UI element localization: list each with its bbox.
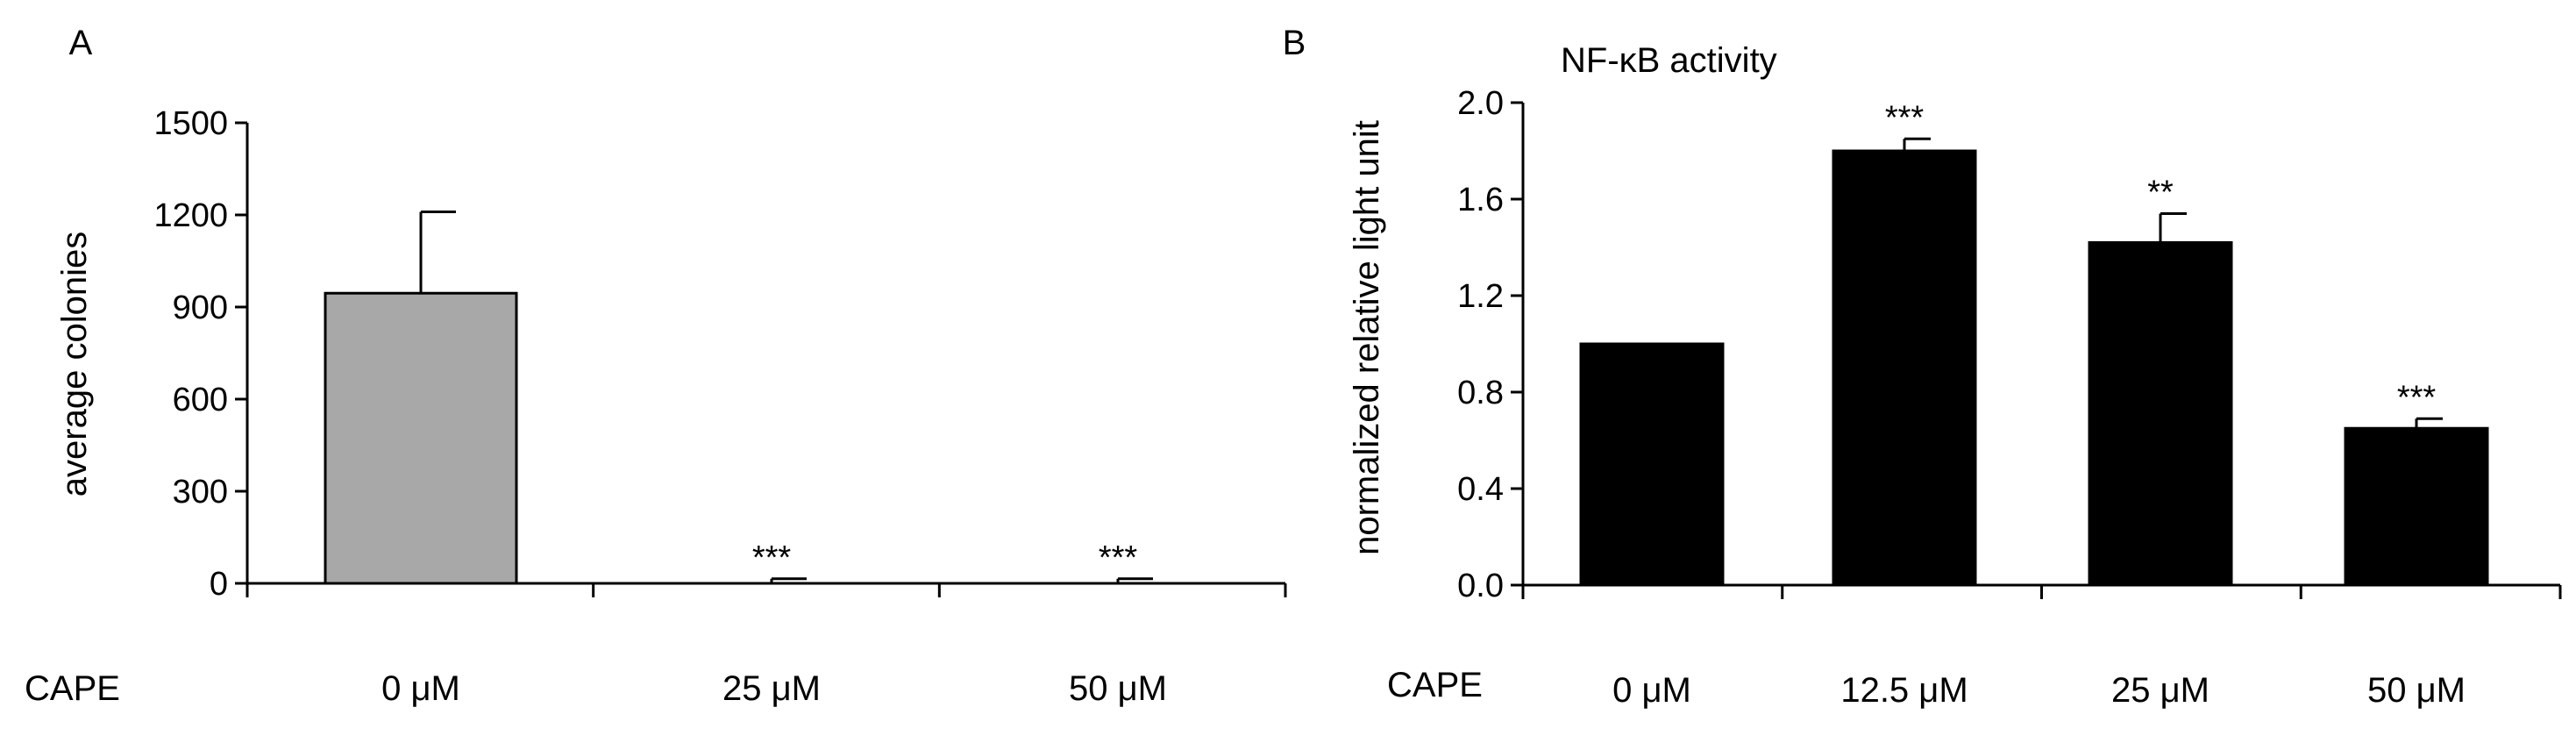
panel-a-y-tick-label: 1200 [153, 197, 228, 234]
panel-b-bar [2088, 241, 2233, 587]
panel-b-x-axis-title: CAPE [1387, 666, 1483, 704]
panel-b-y-tick-label: 2.0 [1457, 85, 1504, 122]
panel-b-title: NF-κB activity [1561, 41, 1777, 80]
panel-a-category-label: 25 μM [722, 669, 821, 708]
panel-b-category-label: 50 μM [2367, 671, 2466, 710]
panel-a-y-tick-label: 600 [173, 382, 228, 418]
panel-b-significance-label: *** [1885, 99, 1925, 136]
panel-a-category-label: 50 μM [1069, 669, 1167, 708]
panel-b-y-tick-label: 1.6 [1457, 182, 1504, 218]
panel-a-y-tick-label: 1500 [153, 105, 228, 142]
panel-b-category-label: 12.5 μM [1840, 671, 1968, 710]
panel-b-bar [1832, 149, 1977, 587]
panel-a-label: A [69, 24, 93, 62]
panel-b-category-label: 0 μM [1612, 671, 1691, 710]
panel-b-chart: B NF-κB activity normalized relative lig… [1283, 24, 2562, 710]
panel-b-significance-label: *** [2397, 379, 2437, 416]
panel-a-y-tick-label: 0 [210, 566, 228, 603]
panel-b-bar [2344, 426, 2489, 587]
panel-b-bar [1579, 342, 1725, 587]
panel-b-y-tick-label: 0.0 [1457, 568, 1504, 604]
panel-b-label: B [1283, 24, 1306, 62]
panel-a-significance-label: *** [752, 539, 792, 576]
panel-a-y-tick-label: 900 [173, 289, 228, 326]
panel-b-y-axis-title: normalized relative light unit [1348, 120, 1386, 555]
panel-a-x-axis-title: CAPE [25, 669, 120, 708]
panel-a-chart: A average colonies CAPE 0 300 600 900 1200 15… [25, 24, 1287, 708]
panel-a-y-tick-label: 300 [173, 474, 228, 511]
panel-a-category-label: 0 μM [381, 669, 460, 708]
panel-a-y-axis-title: average colonies [55, 232, 94, 497]
panel-a-bar [324, 291, 518, 585]
panel-b-category-label: 25 μM [2111, 671, 2210, 710]
panel-a-significance-label: *** [1099, 539, 1138, 576]
panel-b-significance-label: ** [2147, 175, 2174, 211]
panel-b-y-tick-label: 1.2 [1457, 278, 1504, 315]
panel-b-y-tick-label: 0.4 [1457, 471, 1504, 508]
panel-b-y-tick-label: 0.8 [1457, 375, 1504, 411]
